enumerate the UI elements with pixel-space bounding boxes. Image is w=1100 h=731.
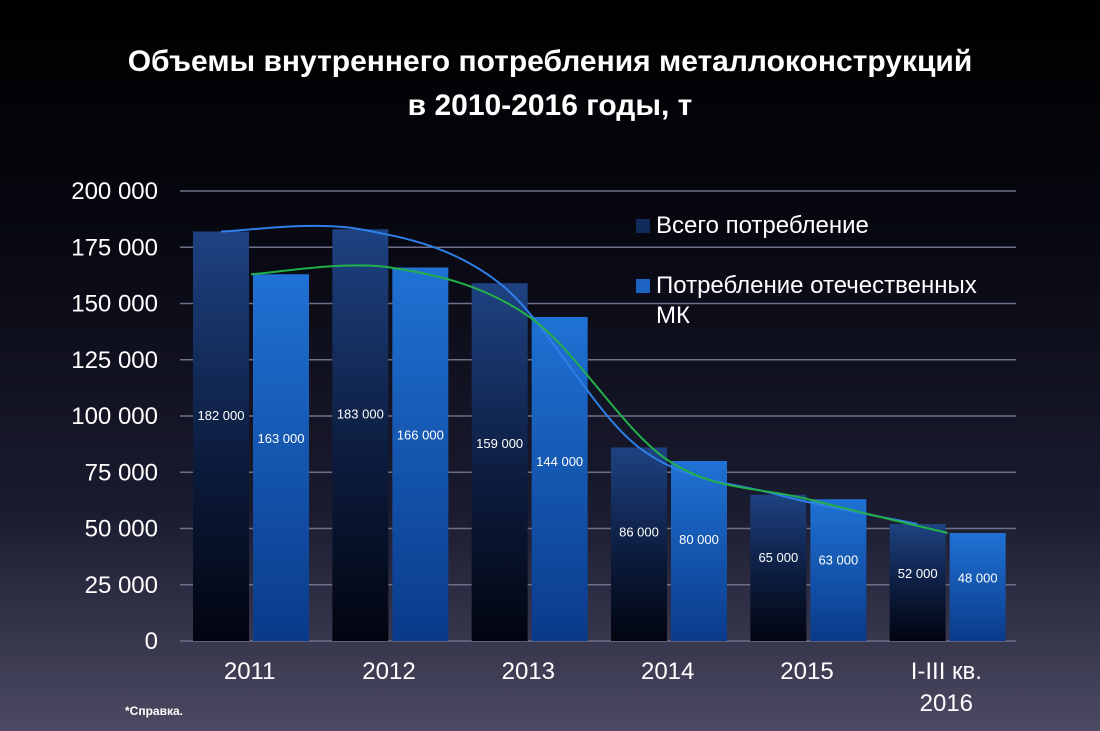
x-tick-label: 2013 bbox=[502, 658, 555, 685]
y-tick-label: 50 000 bbox=[85, 516, 158, 543]
data-label: 183 000 bbox=[337, 407, 384, 422]
x-tick-label: 2015 bbox=[780, 658, 833, 685]
chart-title-line-1: Объемы внутреннего потребления металлоко… bbox=[127, 45, 973, 78]
bar bbox=[611, 447, 667, 641]
y-tick-label: 175 000 bbox=[71, 234, 158, 261]
bar bbox=[253, 274, 309, 641]
y-axis: 0 25 000 50 000 75 000 100 000 125 000 150 000… bbox=[71, 178, 158, 655]
bar bbox=[949, 533, 1006, 641]
y-tick-label: 125 000 bbox=[71, 347, 158, 374]
bar bbox=[471, 283, 528, 641]
data-label: 65 000 bbox=[758, 550, 798, 565]
x-tick-label: I-III кв. bbox=[911, 658, 982, 685]
y-tick-label: 75 000 bbox=[85, 459, 158, 486]
trendlines bbox=[220, 224, 948, 534]
data-label: 48 000 bbox=[958, 571, 998, 586]
legend-swatch bbox=[636, 219, 650, 233]
data-label: 63 000 bbox=[818, 552, 858, 567]
trendline bbox=[250, 264, 948, 534]
footnote: *Справка. bbox=[125, 704, 183, 718]
x-tick-label: 2016 bbox=[920, 690, 973, 717]
chart-title: Объемы внутреннего потребления металлоко… bbox=[0, 40, 1100, 128]
y-tick-label: 150 000 bbox=[71, 291, 158, 318]
bar bbox=[332, 229, 389, 641]
legend-label: МК bbox=[656, 302, 690, 329]
bar bbox=[392, 267, 449, 641]
bar bbox=[750, 494, 807, 641]
trendline bbox=[220, 224, 918, 525]
data-label: 80 000 bbox=[679, 532, 719, 547]
data-label: 166 000 bbox=[397, 427, 444, 442]
x-tick-label: 2012 bbox=[362, 658, 415, 685]
data-label: 182 000 bbox=[198, 408, 245, 423]
legend-swatch bbox=[636, 279, 650, 293]
gridlines bbox=[180, 190, 1016, 642]
data-label: 86 000 bbox=[619, 525, 659, 540]
legend: Всего потребление Потребление отечественн… bbox=[636, 212, 977, 329]
data-label: 144 000 bbox=[536, 454, 583, 469]
bar bbox=[671, 461, 727, 641]
bar bbox=[193, 231, 249, 641]
bar bbox=[810, 499, 867, 641]
bars: 182 000 183 000 159 000 86 000 65 000 52 000 1… bbox=[193, 229, 1006, 641]
chart-title-line-2: в 2010-2016 годы, т bbox=[407, 89, 693, 122]
y-tick-label: 200 000 bbox=[71, 178, 158, 205]
data-label: 52 000 bbox=[898, 566, 938, 581]
x-tick-label: 2014 bbox=[641, 658, 694, 685]
bar bbox=[889, 524, 946, 641]
data-label: 159 000 bbox=[476, 436, 523, 451]
legend-label: Потребление отечественных bbox=[656, 272, 977, 299]
y-tick-label: 0 bbox=[145, 628, 158, 655]
data-label: 163 000 bbox=[258, 431, 305, 446]
bar bbox=[531, 317, 588, 641]
y-tick-label: 100 000 bbox=[71, 403, 158, 430]
x-tick-label: 2011 bbox=[224, 658, 276, 685]
y-tick-label: 25 000 bbox=[85, 572, 158, 599]
legend-label: Всего потребление bbox=[656, 212, 869, 239]
x-axis: 2011 2012 2013 2014 2015 I-III кв. 2016 bbox=[224, 658, 982, 717]
